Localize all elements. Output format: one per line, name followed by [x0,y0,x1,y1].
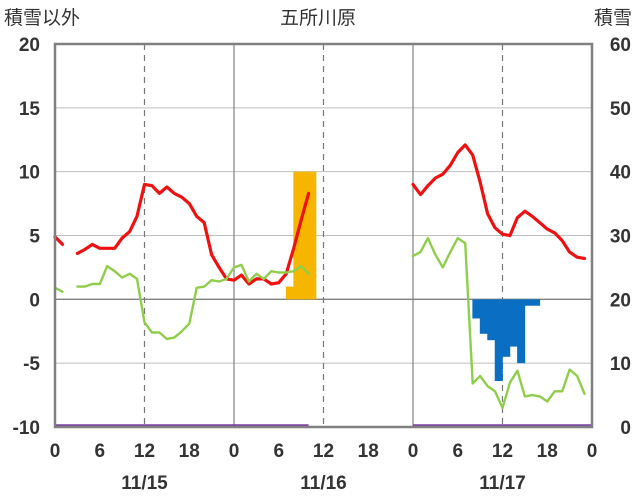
x-tick-label: 12 [492,441,513,462]
x-tick-label: 18 [358,441,379,462]
date-label: 11/17 [479,473,526,494]
x-tick-label: 6 [94,441,105,462]
x-tick-label: 12 [313,441,334,462]
y-right-tick-label: 20 [610,290,631,311]
snow-depth-bar [494,299,503,382]
precip-bar [308,171,317,300]
snow-depth-bar [509,299,518,347]
snow-depth-bar [517,299,526,364]
snow-depth-bar [472,299,481,319]
x-tick-label: 18 [179,441,200,462]
x-tick-label: 0 [50,441,61,462]
plot-frame [53,42,594,429]
x-tick-label: 6 [273,441,284,462]
y-right-tick-label: 10 [610,354,631,375]
plot-border [53,42,594,429]
y-right-tick-label: 30 [610,227,631,248]
y-left-tick-label: 10 [19,163,40,184]
snow-depth-bar [487,299,496,341]
y-left-tick-label: 0 [29,290,40,311]
x-tick-label: 0 [229,441,240,462]
x-tick-label: 0 [587,441,598,462]
y-right-tick-label: 60 [610,35,631,56]
y-left-tick-label: 5 [29,227,40,248]
y-right-tick-label: 0 [620,418,631,439]
chart-title: 五所川原 [280,7,356,29]
x-tick-label: 6 [452,441,463,462]
y-left-tick-label: 20 [19,35,40,56]
snow-depth-bar [479,299,488,334]
date-label: 11/16 [300,473,347,494]
precip-bar [285,286,294,300]
y-left-tick-label: -5 [23,354,40,375]
snow-depth-bar [502,299,511,357]
right-axis-label: 積雪 [594,7,632,29]
y-right-tick-label: 40 [610,163,631,184]
y-left-tick-label: 15 [19,99,41,120]
y-left-tick-label: -10 [13,418,40,439]
temperature-line [53,143,587,286]
x-tick-label: 18 [537,441,558,462]
snow-depth-bar [532,299,541,306]
x-tick-label: 12 [134,441,155,462]
x-tick-label: 0 [408,441,419,462]
snow-depth-bar [524,299,533,306]
precip-bar [300,171,309,300]
left-axis-label: 積雪以外 [4,7,80,29]
y-right-tick-label: 50 [610,99,631,120]
date-label: 11/15 [121,473,168,494]
